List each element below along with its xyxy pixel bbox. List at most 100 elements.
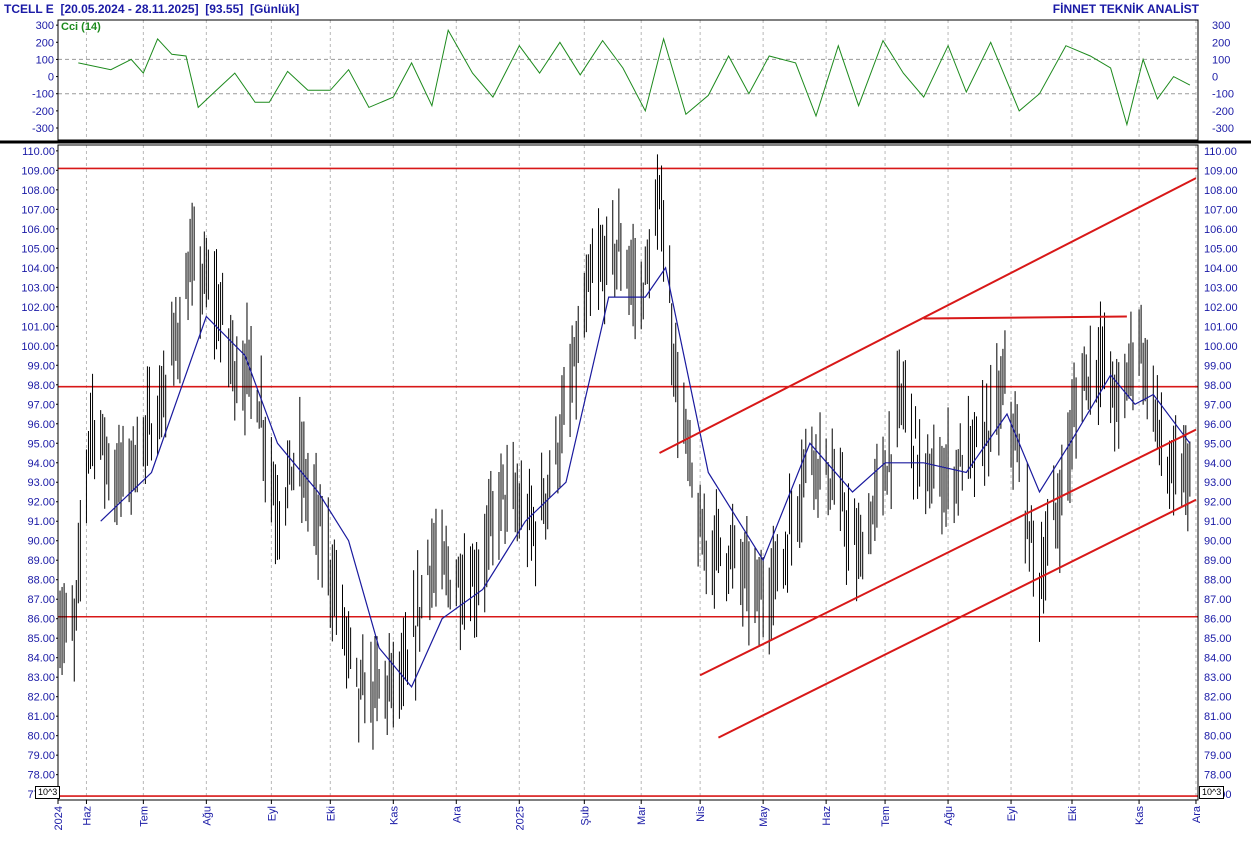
- cci-tick-left: 200: [36, 37, 54, 49]
- scale-marker-right: 10^3: [1199, 786, 1225, 799]
- date-axis-ticks: 2024 Haz Tem Ağu Eyl Eki Kas Ara 2025 Şub Mar Nis Ma…: [53, 800, 1203, 830]
- price-tick-right: 98.00: [1204, 380, 1232, 392]
- cci-tick-right: 200: [1212, 37, 1230, 49]
- price-tick-right: 78.00: [1204, 770, 1232, 782]
- price-tick-right: 88.00: [1204, 575, 1232, 587]
- price-tick-right: 92.00: [1204, 497, 1232, 509]
- x-tick-label: Kas: [1134, 806, 1146, 825]
- price-tick-right: 81.00: [1204, 711, 1232, 723]
- price-tick-left: 82.00: [27, 692, 55, 704]
- price-tick-left: 105.00: [21, 243, 55, 255]
- price-tick-right: 99.00: [1204, 360, 1232, 372]
- x-tick-label: Kas: [388, 806, 400, 825]
- price-tick-right: 102.00: [1204, 302, 1238, 314]
- moving-average-polyline: [100, 266, 1191, 689]
- moving-average-line: [100, 266, 1191, 689]
- price-tick-right: 101.00: [1204, 321, 1238, 333]
- x-tick-label: Ara: [451, 805, 463, 823]
- trend-channel-lines: [659, 177, 1197, 739]
- symbol-label: TCELL E: [4, 2, 54, 16]
- price-tick-left: 107.00: [21, 204, 55, 216]
- price-tick-left: 93.00: [27, 477, 55, 489]
- cci-tick-right: 300: [1212, 20, 1230, 32]
- period-label: [Günlük]: [249, 2, 300, 16]
- scale-marker-left: 10^3: [35, 786, 61, 799]
- price-tick-left: 96.00: [27, 419, 55, 431]
- cci-tick-right: -100: [1212, 89, 1234, 101]
- x-tick-label: Eki: [325, 806, 337, 821]
- price-panel-border: [57, 144, 1199, 801]
- price-tick-left: 78.00: [27, 770, 55, 782]
- x-tick-label: Eyl: [1006, 806, 1018, 821]
- price-tick-right: 109.00: [1204, 165, 1238, 177]
- price-tick-left: 89.00: [27, 555, 55, 567]
- x-tick-label: Şub: [579, 806, 591, 826]
- x-tick-label: 2024: [53, 806, 65, 830]
- x-tick-label: Nis: [695, 806, 707, 822]
- price-tick-left: 104.00: [21, 263, 55, 275]
- price-tick-left: 91.00: [27, 516, 55, 528]
- cci-tick-left: -200: [32, 106, 54, 118]
- horizontal-level-lines: [58, 167, 1198, 797]
- price-tick-right: 85.00: [1204, 633, 1232, 645]
- price-tick-left: 99.00: [27, 360, 55, 372]
- price-tick-right: 93.00: [1204, 477, 1232, 489]
- resistance-segment-line: [923, 315, 1127, 320]
- price-tick-left: 80.00: [27, 731, 55, 743]
- x-tick-label: Ağu: [201, 806, 213, 826]
- price-tick-right: 94.00: [1204, 458, 1232, 470]
- price-tick-right: 104.00: [1204, 263, 1238, 275]
- price-tick-left: 98.00: [27, 380, 55, 392]
- cci-tick-left: -300: [32, 123, 54, 135]
- price-tick-right: 107.00: [1204, 204, 1238, 216]
- cci-tick-left: 100: [36, 54, 54, 66]
- price-tick-right: 103.00: [1204, 282, 1238, 294]
- price-tick-left: 102.00: [21, 302, 55, 314]
- price-tick-left: 101.00: [21, 321, 55, 333]
- middle-channel-line: [699, 428, 1197, 677]
- price-tick-left: 90.00: [27, 536, 55, 548]
- date-range-label: [20.05.2024 - 28.11.2025]: [60, 2, 199, 16]
- x-tick-label: Haz: [81, 806, 93, 826]
- cci-tick-left: 300: [36, 20, 54, 32]
- x-tick-label: Eyl: [266, 806, 278, 821]
- price-tick-right: 80.00: [1204, 731, 1232, 743]
- price-tick-left: 84.00: [27, 653, 55, 665]
- price-tick-right: 79.00: [1204, 750, 1232, 762]
- price-tick-left: 87.00: [27, 594, 55, 606]
- price-tick-left: 110.00: [22, 146, 55, 158]
- price-tick-left: 79.00: [27, 750, 55, 762]
- price-tick-left: 100.00: [21, 341, 55, 353]
- cci-tick-left: -100: [32, 89, 54, 101]
- price-tick-right: 89.00: [1204, 555, 1232, 567]
- cci-panel-grid: [57, 20, 1198, 140]
- price-tick-right: 110.00: [1204, 146, 1237, 158]
- price-tick-right: 87.00: [1204, 594, 1232, 606]
- price-tick-right: 105.00: [1204, 243, 1238, 255]
- price-tick-right: 86.00: [1204, 614, 1232, 626]
- x-tick-label: Ara: [1191, 805, 1203, 823]
- price-tick-left: 95.00: [27, 438, 55, 450]
- x-tick-label: 2025: [514, 806, 526, 830]
- price-tick-right: 84.00: [1204, 653, 1232, 665]
- price-tick-right: 108.00: [1204, 185, 1238, 197]
- cci-axis-ticks: 300 300 200 200 100 100 0 0 -100 -100 -200 -200 -300…: [32, 20, 1234, 135]
- x-tick-label: Eki: [1067, 806, 1079, 821]
- price-tick-left: 97.00: [27, 399, 55, 411]
- price-bars: [57, 154, 1191, 750]
- price-tick-right: 95.00: [1204, 438, 1232, 450]
- price-tick-left: 106.00: [21, 224, 55, 236]
- panel-frames: [0, 19, 1251, 801]
- x-tick-label: Tem: [880, 806, 892, 827]
- price-tick-right: 90.00: [1204, 536, 1232, 548]
- upper-channel-line: [659, 177, 1197, 454]
- price-tick-right: 91.00: [1204, 516, 1232, 528]
- x-tick-label: Ağu: [943, 806, 955, 826]
- cci-polyline: [78, 28, 1191, 127]
- price-tick-left: 103.00: [21, 282, 55, 294]
- price-tick-left: 86.00: [27, 614, 55, 626]
- cci-tick-right: 100: [1212, 54, 1230, 66]
- price-tick-left: 83.00: [27, 672, 55, 684]
